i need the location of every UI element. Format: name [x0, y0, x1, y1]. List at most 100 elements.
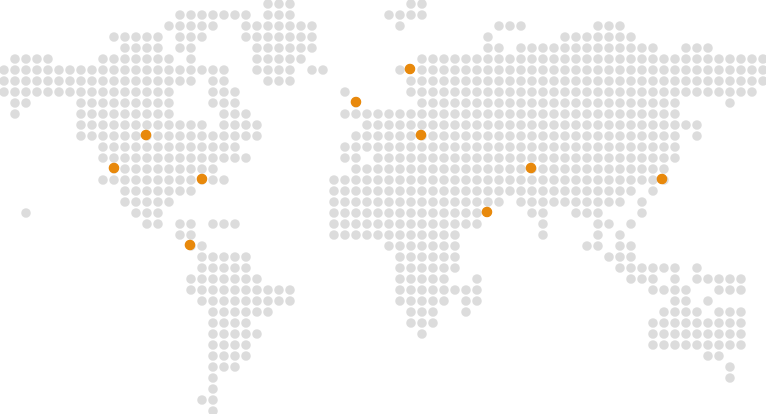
land-dot — [252, 274, 262, 284]
land-dot — [373, 197, 383, 207]
land-dot — [472, 65, 482, 75]
land-dot — [384, 208, 394, 218]
land-dot — [637, 153, 647, 163]
land-dot — [582, 131, 592, 141]
land-dot — [593, 197, 603, 207]
land-dot — [494, 153, 504, 163]
land-dot — [736, 285, 746, 295]
land-dot — [670, 87, 680, 97]
land-dot — [406, 241, 416, 251]
land-dot — [725, 340, 735, 350]
land-dot — [615, 120, 625, 130]
land-dot — [483, 87, 493, 97]
land-dot — [604, 21, 614, 31]
land-dot — [505, 120, 515, 130]
land-dot — [406, 87, 416, 97]
land-dot — [98, 120, 108, 130]
land-dot — [131, 131, 141, 141]
land-dot — [230, 142, 240, 152]
land-dot — [450, 76, 460, 86]
land-dot — [659, 307, 669, 317]
land-dot — [175, 230, 185, 240]
land-dot — [252, 65, 262, 75]
land-dot — [483, 197, 493, 207]
land-dot — [340, 219, 350, 229]
land-dot — [483, 65, 493, 75]
land-dot — [373, 230, 383, 240]
land-dot — [560, 186, 570, 196]
land-dot — [582, 175, 592, 185]
land-dot — [230, 131, 240, 141]
land-dot — [285, 296, 295, 306]
land-dot — [186, 76, 196, 86]
land-dot — [406, 318, 416, 328]
land-dot — [164, 186, 174, 196]
land-dot — [439, 219, 449, 229]
land-dot — [615, 32, 625, 42]
land-dot — [505, 109, 515, 119]
location-marker — [656, 173, 668, 185]
land-dot — [21, 87, 31, 97]
land-dot — [670, 263, 680, 273]
land-dot — [395, 153, 405, 163]
land-dot — [626, 263, 636, 273]
land-dot — [175, 32, 185, 42]
land-dot — [197, 120, 207, 130]
land-dot — [736, 307, 746, 317]
land-dot — [637, 120, 647, 130]
land-dot — [615, 65, 625, 75]
land-dot — [208, 10, 218, 20]
land-dot — [516, 131, 526, 141]
land-dot — [120, 32, 130, 42]
land-dot — [648, 318, 658, 328]
land-dot — [648, 164, 658, 174]
land-dot — [494, 76, 504, 86]
land-dot — [637, 142, 647, 152]
land-dot — [274, 0, 284, 9]
land-dot — [142, 186, 152, 196]
land-dot — [351, 109, 361, 119]
land-dot — [670, 329, 680, 339]
land-dot — [461, 54, 471, 64]
land-dot — [230, 296, 240, 306]
land-dot — [109, 54, 119, 64]
land-dot — [505, 87, 515, 97]
land-dot — [604, 32, 614, 42]
land-dot — [142, 142, 152, 152]
land-dot — [230, 318, 240, 328]
land-dot — [219, 10, 229, 20]
land-dot — [208, 21, 218, 31]
land-dot — [461, 307, 471, 317]
land-dot — [439, 296, 449, 306]
land-dot — [230, 153, 240, 163]
land-dot — [527, 208, 537, 218]
land-dot — [417, 329, 427, 339]
land-dot — [307, 65, 317, 75]
land-dot — [516, 43, 526, 53]
land-dot — [450, 197, 460, 207]
land-dot — [373, 120, 383, 130]
land-dot — [582, 32, 592, 42]
land-dot — [351, 197, 361, 207]
land-dot — [604, 131, 614, 141]
land-dot — [615, 87, 625, 97]
land-dot — [582, 43, 592, 53]
land-dot — [439, 285, 449, 295]
land-dot — [197, 395, 207, 405]
land-dot — [626, 175, 636, 185]
land-dot — [164, 142, 174, 152]
land-dot — [153, 65, 163, 75]
land-dot — [428, 131, 438, 141]
land-dot — [549, 109, 559, 119]
land-dot — [736, 87, 746, 97]
land-dot — [637, 76, 647, 86]
land-dot — [736, 329, 746, 339]
land-dot — [208, 153, 218, 163]
land-dot — [725, 373, 735, 383]
land-dot — [549, 197, 559, 207]
land-dot — [142, 65, 152, 75]
land-dot — [87, 76, 97, 86]
land-dot — [593, 87, 603, 97]
land-dot — [472, 76, 482, 86]
land-dot — [692, 76, 702, 86]
